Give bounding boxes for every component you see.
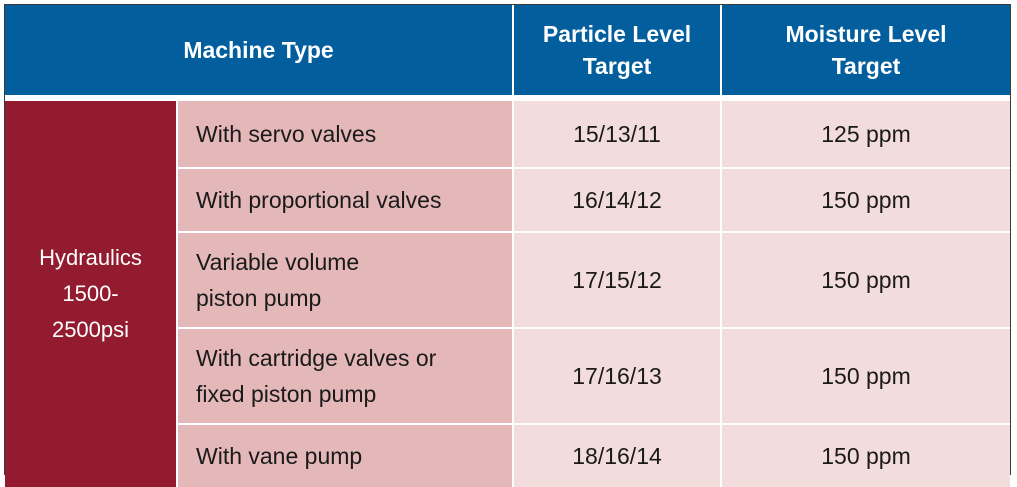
header-row: Machine Type Particle Level Target Moist…	[5, 5, 1010, 95]
header-particle-line-2: Target	[520, 50, 714, 82]
table-row: Hydraulics 1500- 2500psi With servo valv…	[5, 101, 1010, 168]
moisture-cell: 150 ppm	[721, 168, 1010, 232]
machine-label-line-1: With cartridge valves or	[196, 340, 504, 376]
moisture-cell: 150 ppm	[721, 232, 1010, 328]
particle-cell: 16/14/12	[513, 168, 721, 232]
header-moisture-level-target: Moisture Level Target	[721, 5, 1010, 95]
machine-label: With vane pump	[196, 438, 504, 474]
header-particle-line-1: Particle Level	[520, 18, 714, 50]
machine-cell: With servo valves	[177, 101, 513, 168]
group-cell-hydraulics: Hydraulics 1500- 2500psi	[5, 101, 177, 487]
particle-cell: 15/13/11	[513, 101, 721, 168]
header-moisture-line-1: Moisture Level	[728, 18, 1004, 50]
moisture-cell: 150 ppm	[721, 328, 1010, 424]
header-particle-level-target: Particle Level Target	[513, 5, 721, 95]
machine-label: With proportional valves	[196, 182, 504, 218]
machine-cell: With proportional valves	[177, 168, 513, 232]
group-label-line-2: 1500-	[17, 276, 164, 312]
table-frame: Machine Type Particle Level Target Moist…	[4, 4, 1011, 475]
particle-cell: 17/15/12	[513, 232, 721, 328]
machine-label-line-2: fixed piston pump	[196, 376, 504, 412]
moisture-cell: 150 ppm	[721, 424, 1010, 487]
particle-cell: 18/16/14	[513, 424, 721, 487]
machine-label: With servo valves	[196, 116, 504, 152]
group-label-line-1: Hydraulics	[17, 240, 164, 276]
machine-label-line-2: piston pump	[196, 280, 504, 316]
moisture-cell: 125 ppm	[721, 101, 1010, 168]
machine-cell: With vane pump	[177, 424, 513, 487]
header-moisture-line-2: Target	[728, 50, 1004, 82]
machine-label-line-1: Variable volume	[196, 244, 504, 280]
header-machine-type: Machine Type	[5, 5, 513, 95]
particle-cell: 17/16/13	[513, 328, 721, 424]
machine-cell: With cartridge valves or fixed piston pu…	[177, 328, 513, 424]
contamination-targets-table: Machine Type Particle Level Target Moist…	[5, 5, 1010, 487]
group-label-line-3: 2500psi	[17, 312, 164, 348]
machine-cell: Variable volume piston pump	[177, 232, 513, 328]
